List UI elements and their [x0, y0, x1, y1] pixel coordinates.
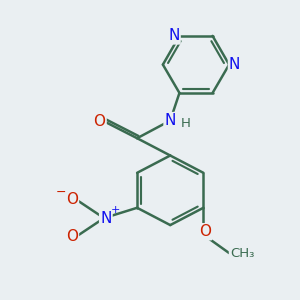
Text: N: N	[168, 28, 180, 44]
Text: O: O	[199, 224, 211, 239]
Text: N: N	[100, 211, 112, 226]
Text: N: N	[229, 57, 240, 72]
Text: N: N	[165, 113, 176, 128]
Text: O: O	[66, 229, 78, 244]
Text: CH₃: CH₃	[230, 247, 254, 260]
Text: H: H	[181, 117, 190, 130]
Text: O: O	[66, 192, 78, 207]
Text: O: O	[94, 114, 106, 129]
Text: +: +	[111, 205, 121, 215]
Text: −: −	[56, 186, 66, 199]
